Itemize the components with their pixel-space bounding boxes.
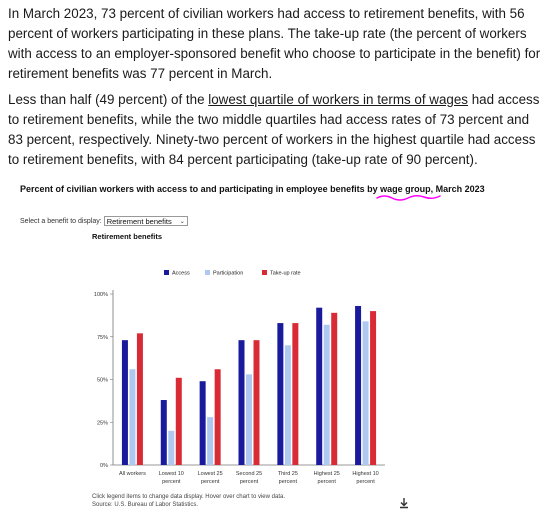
x-tick-label: percent — [162, 479, 181, 485]
quartile-paragraph-end: had access to retirement benefits, while… — [8, 92, 540, 167]
bar-access[interactable] — [316, 307, 323, 465]
y-tick-label: 75% — [97, 335, 108, 341]
bar-access[interactable] — [199, 381, 206, 465]
y-tick-label: 0% — [100, 463, 108, 469]
bar-take-up-rate[interactable] — [370, 311, 377, 465]
intro-paragraph: In March 2023, 73 percent of civilian wo… — [8, 6, 541, 81]
quartile-paragraph: Less than half (49 percent) of the lowes… — [8, 90, 543, 170]
legend-label[interactable]: Take-up rate — [270, 271, 301, 277]
benefit-select[interactable]: Retirement benefits ⌄ — [103, 216, 188, 226]
bar-access[interactable] — [277, 323, 284, 465]
chart-footnote: Click legend items to change data displa… — [92, 493, 285, 509]
download-icon[interactable] — [398, 497, 410, 509]
x-tick-label: percent — [240, 479, 259, 485]
y-tick-label: 25% — [97, 420, 108, 426]
legend-label[interactable]: Access — [172, 271, 190, 277]
x-tick-label: percent — [356, 479, 375, 485]
legend-swatch[interactable] — [205, 270, 210, 275]
chart-axes: 0% 25% 50% 75% 100% — [94, 290, 385, 469]
chart-legend[interactable]: Access Participation Take-up rate — [164, 270, 301, 277]
chart-title: Percent of civilian workers with access … — [20, 184, 485, 194]
bar-participation[interactable] — [168, 430, 175, 465]
chart-source: Source: U.S. Bureau of Labor Statistics. — [92, 502, 199, 508]
bar-access[interactable] — [238, 340, 245, 465]
chart-bars — [121, 305, 377, 465]
x-tick-label: percent — [201, 479, 220, 485]
x-tick-label: percent — [318, 479, 337, 485]
y-tick-label: 50% — [97, 378, 108, 384]
x-tick-label: All workers — [119, 471, 146, 477]
y-tick-label: 100% — [94, 292, 108, 298]
bar-take-up-rate[interactable] — [136, 333, 143, 465]
chart-hint: Click legend items to change data displa… — [92, 494, 285, 500]
bar-participation[interactable] — [246, 374, 252, 465]
legend-label[interactable]: Participation — [213, 271, 243, 277]
bar-take-up-rate[interactable] — [292, 323, 299, 465]
x-tick-label: Third 25 — [278, 471, 298, 477]
bar-participation[interactable] — [207, 417, 214, 465]
benefit-selector: Select a benefit to display: Retirement … — [20, 216, 188, 226]
quartile-paragraph-start: Less than half (49 percent) of the — [8, 92, 209, 107]
bar-access[interactable] — [121, 340, 128, 465]
legend-swatch[interactable] — [262, 270, 267, 275]
x-tick-label: Lowest 25 — [198, 471, 223, 477]
bar-take-up-rate[interactable] — [253, 340, 260, 465]
wage-quartile-link[interactable]: lowest quartile of workers in terms of w… — [208, 92, 468, 107]
bar-take-up-rate[interactable] — [214, 369, 221, 465]
bar-access[interactable] — [355, 305, 362, 465]
legend-swatch[interactable] — [164, 270, 169, 275]
bar-participation[interactable] — [362, 321, 369, 465]
bar-participation[interactable] — [129, 369, 136, 465]
bar-access[interactable] — [160, 400, 167, 465]
bar-take-up-rate[interactable] — [175, 377, 182, 465]
bar-take-up-rate[interactable] — [331, 312, 338, 465]
x-tick-label: Highest 25 — [314, 471, 340, 477]
x-axis-labels: All workers Lowest 10 percent Lowest 25 perc… — [119, 471, 379, 485]
x-tick-label: Highest 10 — [352, 471, 378, 477]
bar-participation[interactable] — [323, 324, 330, 465]
highlight-squiggle — [376, 194, 441, 201]
chevron-down-icon: ⌄ — [179, 218, 185, 225]
x-tick-label: Lowest 10 — [159, 471, 184, 477]
x-tick-label: Second 25 — [236, 471, 262, 477]
bar-participation[interactable] — [284, 345, 291, 465]
benefit-select-value: Retirement benefits — [106, 216, 172, 226]
chart-subtitle: Retirement benefits — [92, 232, 163, 241]
benefit-select-label: Select a benefit to display: — [20, 217, 102, 225]
x-tick-label: percent — [279, 479, 298, 485]
